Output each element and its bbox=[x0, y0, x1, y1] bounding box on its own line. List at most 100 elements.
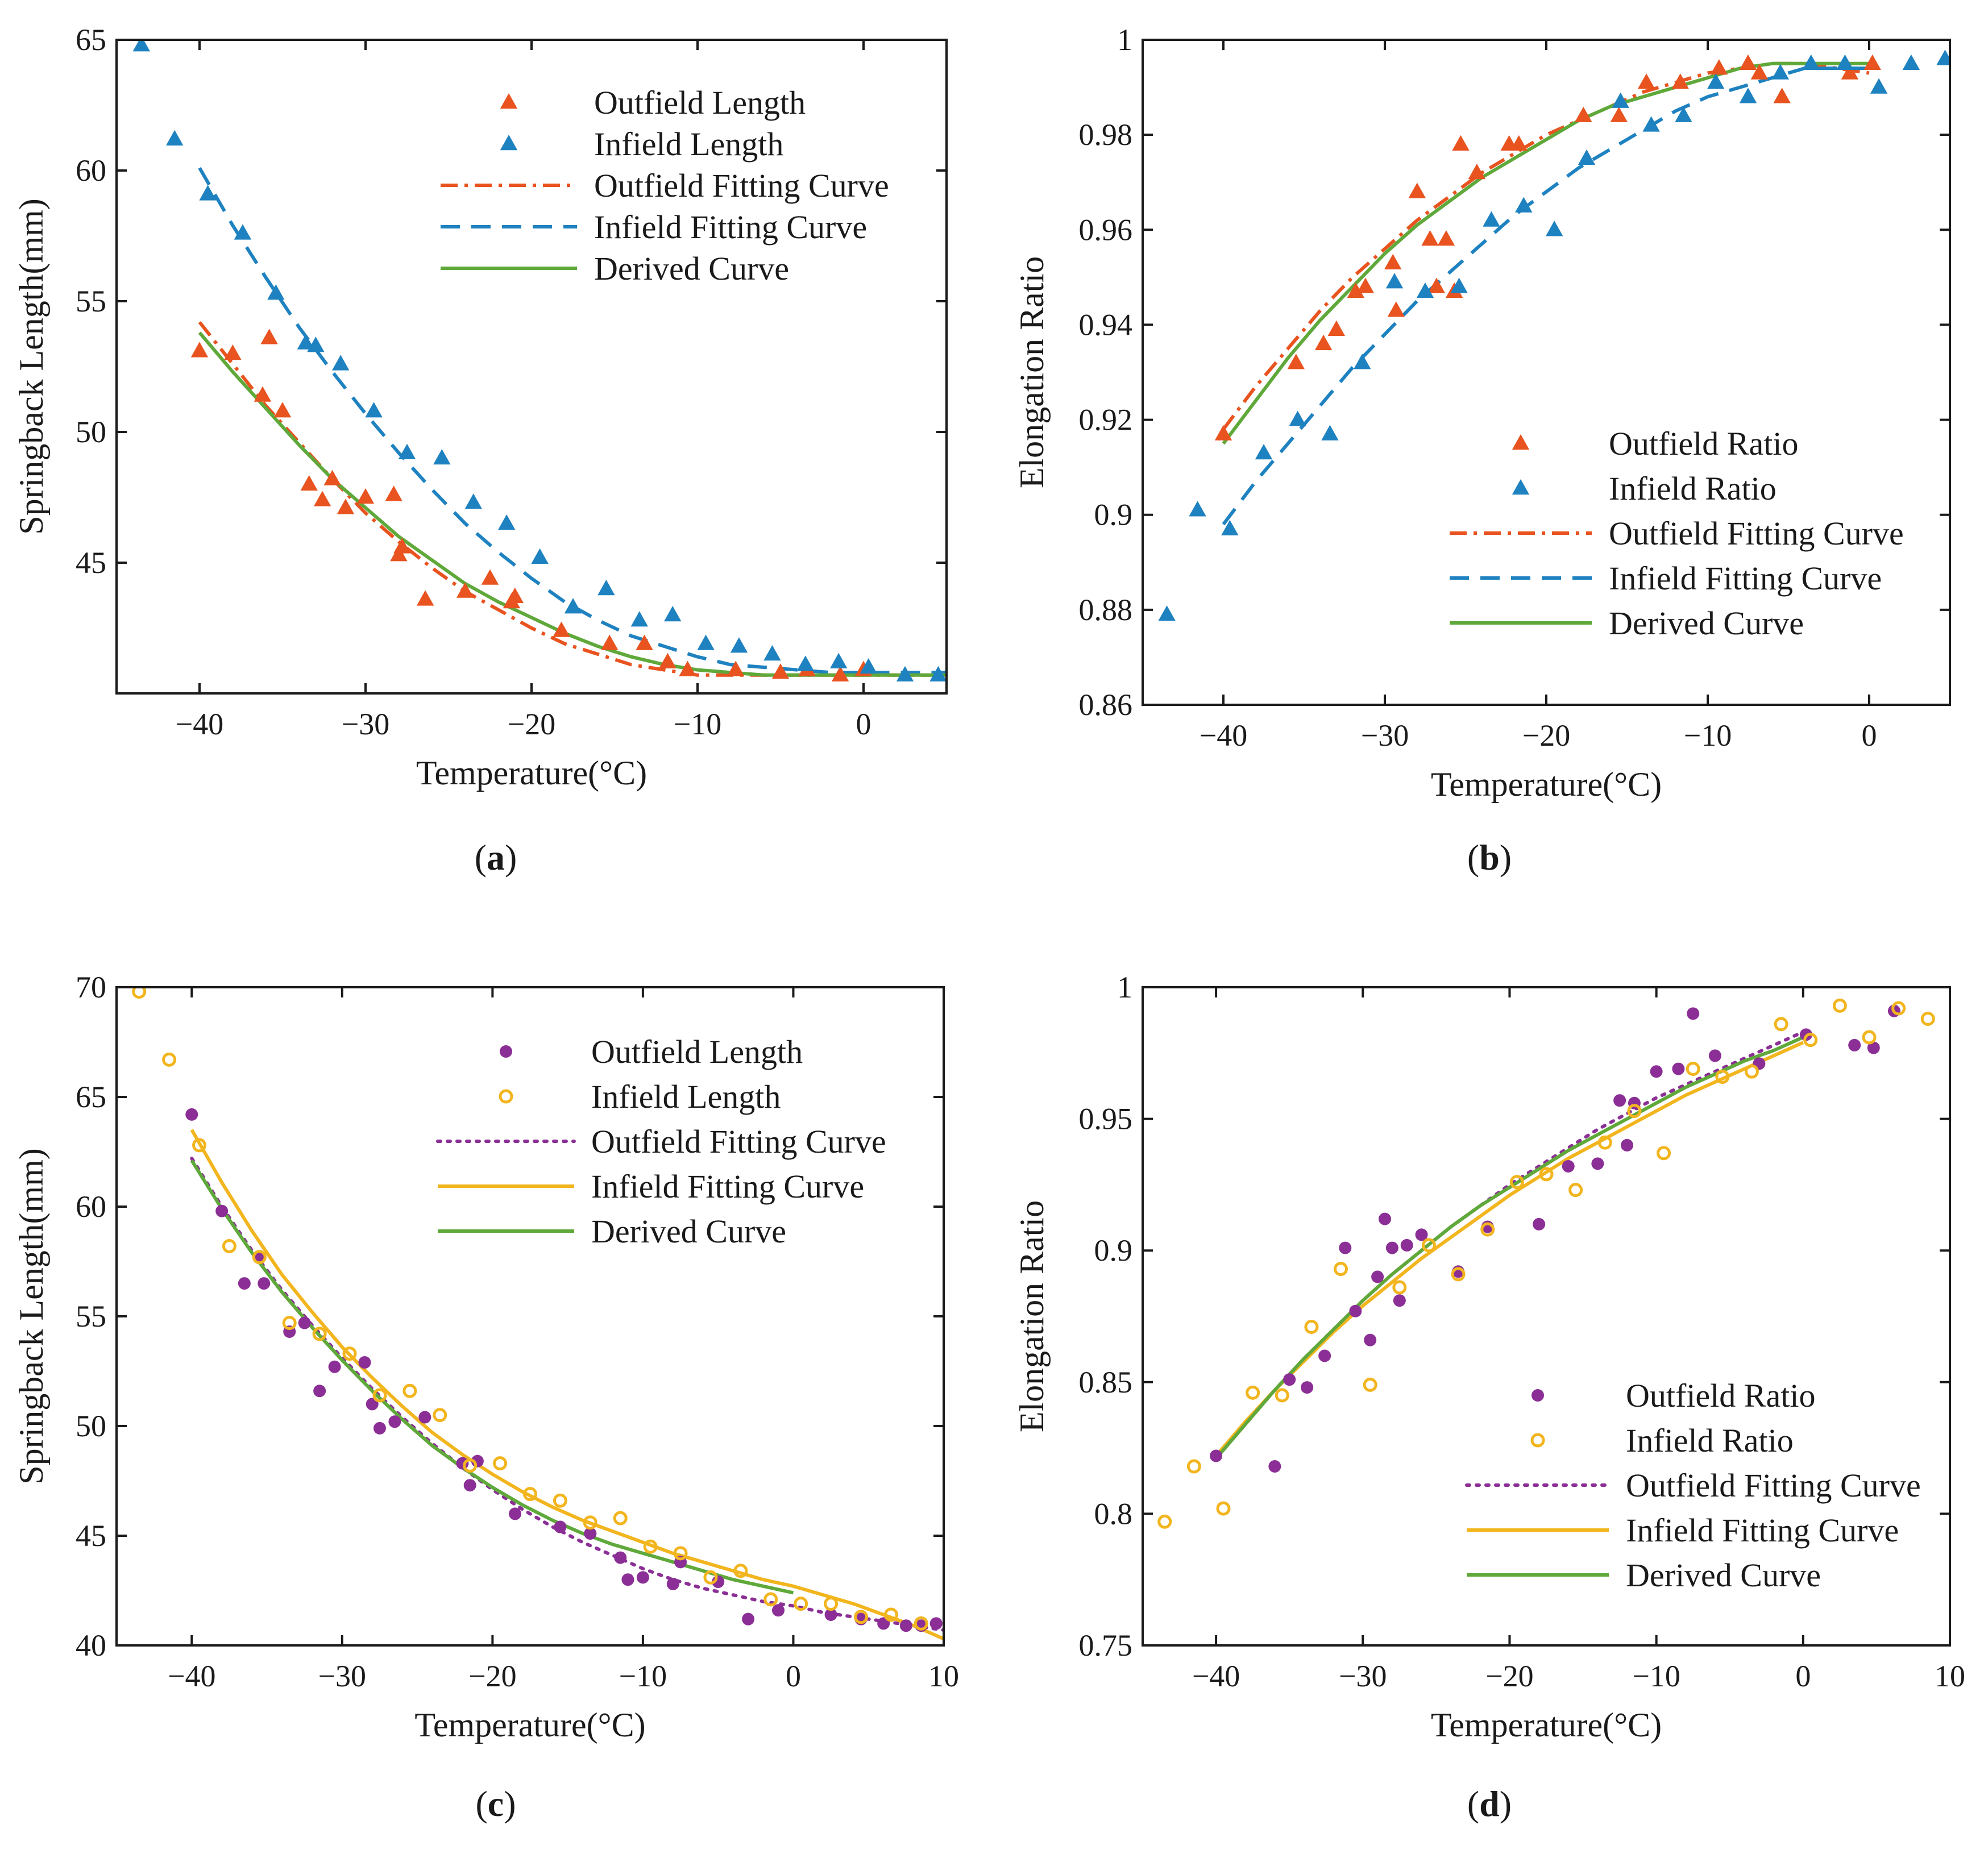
data-point bbox=[282, 1316, 297, 1331]
data-point bbox=[307, 336, 325, 352]
data-point bbox=[1936, 49, 1950, 65]
data-point bbox=[234, 224, 252, 240]
data-point bbox=[1354, 354, 1371, 369]
data-point bbox=[1610, 106, 1628, 122]
data-point bbox=[1891, 1001, 1906, 1016]
x-axis-label: Temperature(°C) bbox=[414, 1706, 645, 1744]
y-tick-label: 0.9 bbox=[1094, 498, 1133, 532]
y-axis-label: Springback Length(mm) bbox=[13, 198, 50, 535]
x-tick-label: −40 bbox=[1200, 718, 1247, 753]
data-point bbox=[393, 538, 411, 554]
data-point bbox=[1621, 1138, 1633, 1152]
legend-label: Infield Length bbox=[594, 126, 783, 163]
data-point bbox=[1314, 334, 1333, 351]
x-tick-label: −20 bbox=[508, 707, 555, 741]
series-line-infield-fitting-curve bbox=[1214, 1041, 1804, 1457]
data-point bbox=[697, 634, 715, 650]
data-point bbox=[1363, 1377, 1377, 1392]
x-axis-label: Temperature(°C) bbox=[416, 754, 647, 792]
data-point bbox=[356, 488, 375, 504]
y-tick-label: 45 bbox=[76, 1519, 106, 1553]
y-tick-label: 0.8 bbox=[1094, 1496, 1133, 1531]
data-point bbox=[1802, 54, 1820, 70]
data-point bbox=[636, 1571, 649, 1584]
data-point bbox=[1416, 282, 1434, 298]
data-point bbox=[1480, 1222, 1495, 1237]
data-point bbox=[1327, 320, 1345, 336]
legend-label: Derived Curve bbox=[1626, 1557, 1821, 1594]
x-tick-label: −40 bbox=[168, 1659, 215, 1693]
data-point bbox=[1650, 1065, 1663, 1078]
data-point bbox=[664, 606, 682, 622]
data-point bbox=[1189, 501, 1206, 517]
data-point bbox=[794, 1597, 808, 1611]
data-point bbox=[1255, 444, 1273, 460]
panel-c: −40 −30 −20 −10 0 10 40 45 50 55 60 65 70 Temperature… bbox=[13, 970, 959, 1824]
y-tick-label: 0.75 bbox=[1079, 1628, 1133, 1662]
legend-marker bbox=[1512, 479, 1530, 495]
data-point bbox=[313, 1385, 326, 1398]
data-point bbox=[896, 666, 914, 681]
plot-area bbox=[1157, 998, 1935, 1529]
data-point bbox=[254, 386, 272, 402]
data-point bbox=[366, 1398, 379, 1411]
data-point bbox=[185, 1108, 198, 1121]
x-tick-label: −10 bbox=[619, 1659, 667, 1693]
plot-area bbox=[132, 40, 947, 681]
data-point bbox=[1744, 1064, 1759, 1079]
data-point bbox=[1708, 1049, 1721, 1062]
data-point bbox=[1415, 1228, 1428, 1241]
series-line-derived-curve bbox=[1214, 1036, 1804, 1460]
x-tick-label: −30 bbox=[1339, 1659, 1387, 1693]
data-point bbox=[1421, 230, 1439, 246]
data-point bbox=[416, 590, 434, 606]
data-point bbox=[1568, 1183, 1583, 1198]
y-tick-label: 0.92 bbox=[1079, 403, 1133, 437]
legend-label: Outfield Fitting Curve bbox=[1626, 1467, 1921, 1504]
legend-label: Outfield Length bbox=[591, 1033, 803, 1070]
y-tick-label: 0.85 bbox=[1079, 1365, 1133, 1399]
data-point bbox=[1157, 1514, 1172, 1529]
series-line-infield-fitting-curve bbox=[198, 167, 947, 675]
x-tick-label: −30 bbox=[342, 707, 389, 741]
series-infield-ratio bbox=[1158, 49, 1950, 621]
data-point bbox=[1287, 354, 1305, 369]
data-point bbox=[313, 490, 331, 506]
y-tick-label: 55 bbox=[76, 284, 106, 318]
data-point bbox=[328, 1360, 341, 1373]
y-axis-label: Springback Length(mm) bbox=[13, 1148, 50, 1485]
legend-marker bbox=[500, 1045, 512, 1058]
series-line-derived-curve bbox=[190, 1159, 794, 1595]
data-point bbox=[643, 1539, 658, 1554]
data-point bbox=[1864, 54, 1881, 70]
data-point bbox=[914, 1616, 928, 1631]
data-point bbox=[1671, 73, 1689, 89]
y-tick-label: 65 bbox=[76, 23, 106, 57]
data-point bbox=[1637, 73, 1655, 89]
data-point bbox=[1510, 135, 1528, 151]
legend-label: Derived Curve bbox=[591, 1213, 786, 1250]
data-point bbox=[1408, 182, 1426, 198]
data-point bbox=[673, 1546, 688, 1561]
legend-marker bbox=[1530, 1433, 1545, 1448]
y-tick-label: 65 bbox=[76, 1080, 106, 1114]
data-point bbox=[1515, 197, 1533, 213]
legend-label: Infield Fitting Curve bbox=[594, 209, 867, 246]
data-point bbox=[199, 185, 217, 201]
data-point bbox=[1591, 1157, 1604, 1170]
series-infield-length bbox=[132, 987, 928, 1631]
x-tick-label: −30 bbox=[1361, 718, 1409, 753]
data-point bbox=[531, 548, 549, 564]
data-point bbox=[215, 1204, 229, 1217]
data-point bbox=[860, 658, 877, 674]
data-point bbox=[1902, 54, 1920, 70]
data-point bbox=[1451, 1267, 1466, 1282]
panel-caption: (a) bbox=[475, 837, 517, 878]
data-point bbox=[929, 1617, 943, 1630]
data-point bbox=[1321, 425, 1339, 440]
data-point bbox=[1421, 1238, 1436, 1253]
data-point bbox=[1578, 149, 1596, 165]
y-tick-label: 0.86 bbox=[1079, 688, 1133, 722]
data-point bbox=[385, 485, 402, 501]
